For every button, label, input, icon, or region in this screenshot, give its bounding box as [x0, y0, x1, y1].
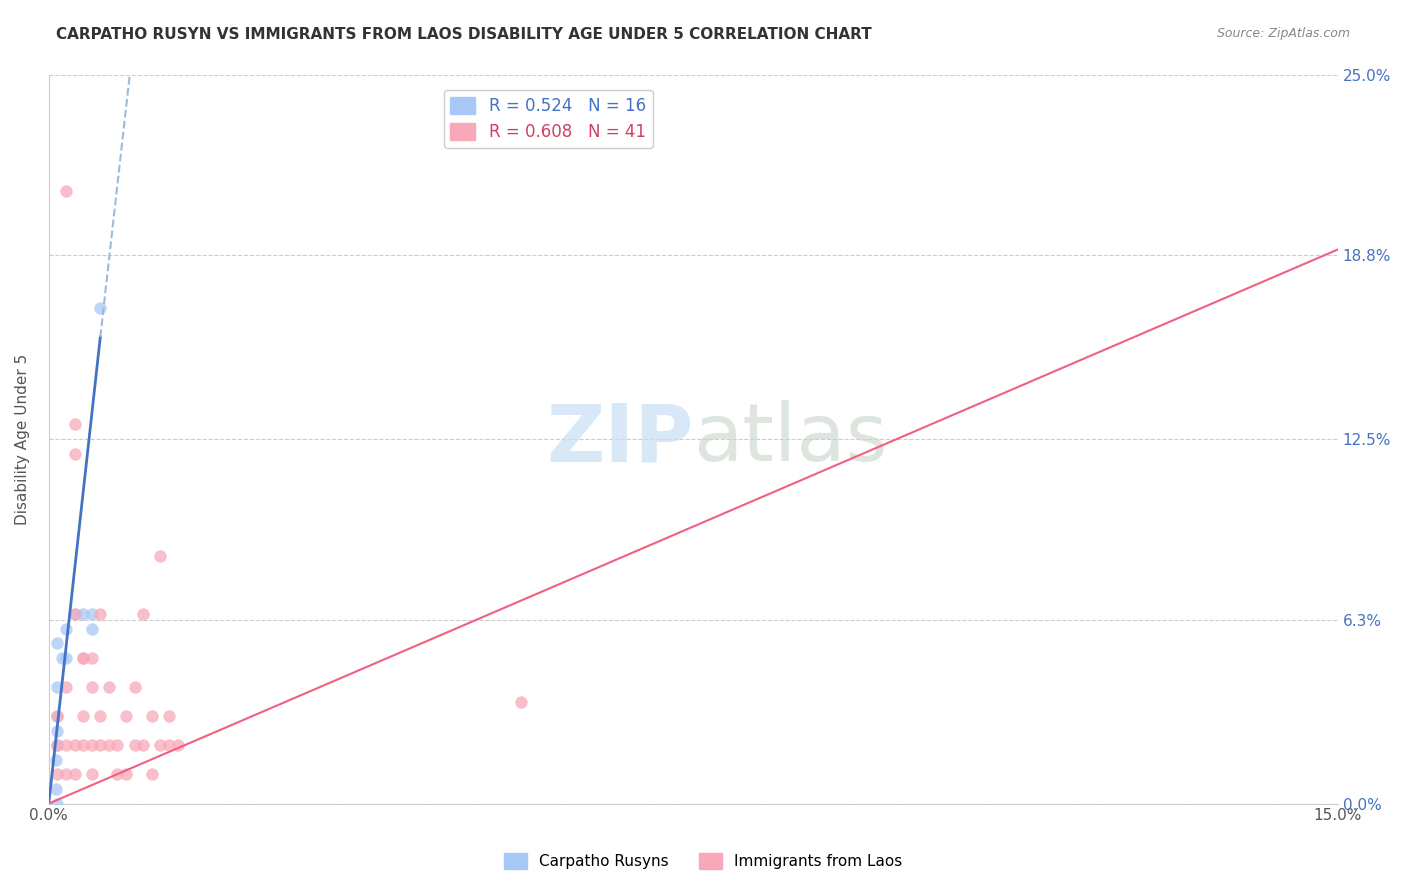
- Point: [63, 607, 86, 621]
- Point: [80, 767, 103, 781]
- Point: [55, 680, 77, 694]
- Y-axis label: Disability Age Under 5: Disability Age Under 5: [15, 353, 30, 524]
- Point: [55, 622, 77, 636]
- Point: [115, 709, 138, 723]
- Point: [72, 739, 94, 753]
- Point: [124, 680, 146, 694]
- Text: CARPATHO RUSYN VS IMMIGRANTS FROM LAOS DISABILITY AGE UNDER 5 CORRELATION CHART: CARPATHO RUSYN VS IMMIGRANTS FROM LAOS D…: [56, 27, 872, 42]
- Point: [46, 723, 69, 738]
- Point: [149, 549, 172, 563]
- Point: [46, 709, 69, 723]
- Point: [80, 680, 103, 694]
- Point: [72, 709, 94, 723]
- Point: [46, 636, 69, 650]
- Point: [63, 767, 86, 781]
- Point: [63, 447, 86, 461]
- Point: [141, 709, 163, 723]
- Point: [55, 767, 77, 781]
- Point: [149, 739, 172, 753]
- Point: [141, 767, 163, 781]
- Text: ZIP: ZIP: [546, 401, 693, 478]
- Point: [157, 739, 180, 753]
- Point: [166, 739, 188, 753]
- Point: [157, 709, 180, 723]
- Point: [80, 650, 103, 665]
- Point: [80, 607, 103, 621]
- Point: [55, 650, 77, 665]
- Point: [89, 607, 111, 621]
- Point: [72, 607, 94, 621]
- Point: [46, 739, 69, 753]
- Point: [115, 767, 138, 781]
- Point: [89, 709, 111, 723]
- Point: [46, 739, 69, 753]
- Point: [55, 184, 77, 198]
- Point: [46, 680, 69, 694]
- Point: [46, 767, 69, 781]
- Point: [89, 301, 111, 315]
- Point: [72, 650, 94, 665]
- Point: [45, 753, 67, 767]
- Point: [80, 739, 103, 753]
- Point: [510, 694, 533, 708]
- Legend: R = 0.524   N = 16, R = 0.608   N = 41: R = 0.524 N = 16, R = 0.608 N = 41: [444, 90, 652, 148]
- Point: [63, 607, 86, 621]
- Text: atlas: atlas: [693, 401, 887, 478]
- Point: [132, 739, 155, 753]
- Point: [63, 739, 86, 753]
- Point: [55, 739, 77, 753]
- Point: [89, 739, 111, 753]
- Point: [124, 739, 146, 753]
- Point: [97, 680, 120, 694]
- Point: [46, 709, 69, 723]
- Point: [46, 797, 69, 811]
- Point: [45, 782, 67, 797]
- Point: [72, 650, 94, 665]
- Point: [132, 607, 155, 621]
- Point: [107, 767, 129, 781]
- Point: [63, 417, 86, 432]
- Point: [51, 650, 73, 665]
- Point: [97, 739, 120, 753]
- Point: [80, 622, 103, 636]
- Legend: Carpatho Rusyns, Immigrants from Laos: Carpatho Rusyns, Immigrants from Laos: [498, 847, 908, 875]
- Text: Source: ZipAtlas.com: Source: ZipAtlas.com: [1216, 27, 1350, 40]
- Point: [107, 739, 129, 753]
